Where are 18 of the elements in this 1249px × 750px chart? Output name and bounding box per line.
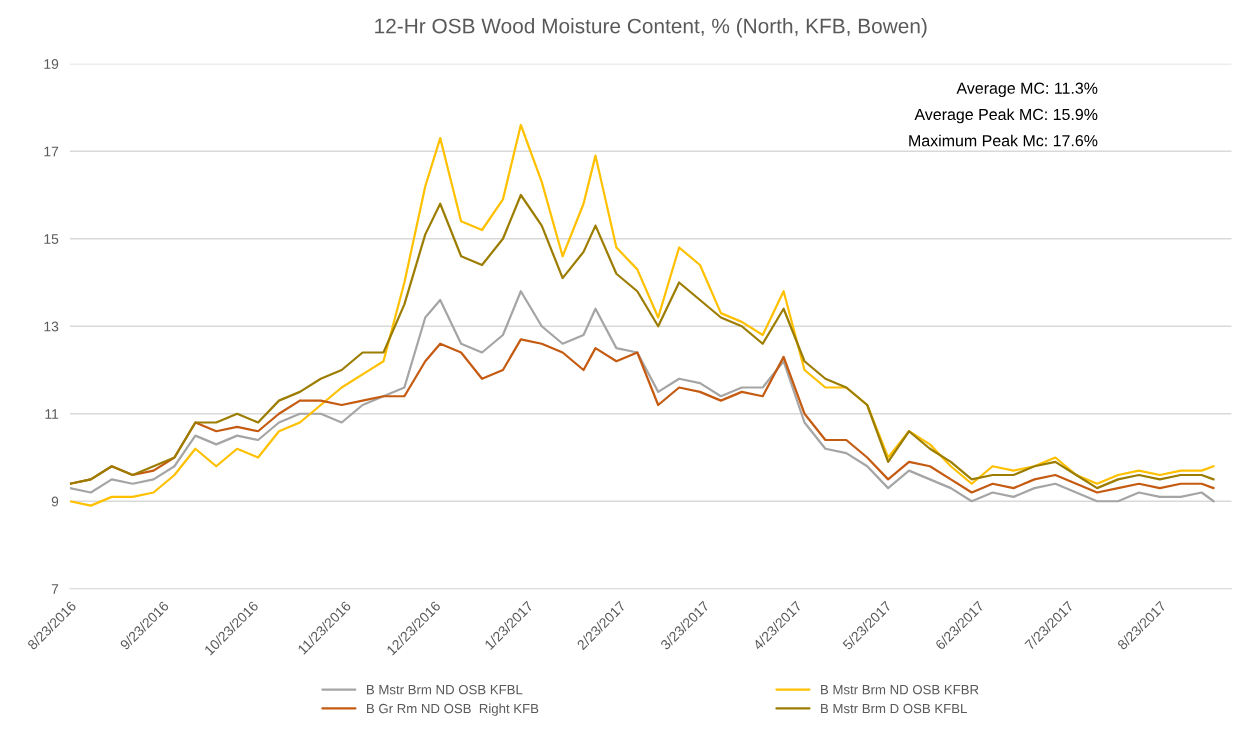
y-tick-label: 19 — [44, 59, 59, 69]
legend-label: B Gr Rm ND OSB Right KFB — [367, 703, 539, 716]
line-series — [69, 193, 1215, 490]
y-tick-label: 17 — [44, 146, 59, 157]
annotation: Average MC: 11.3% — [956, 82, 1098, 98]
y-tick-label: 15 — [44, 234, 59, 244]
y-tick-label: 7 — [51, 584, 59, 594]
chart-title: 12-Hr OSB Wood Moisture Content, % (North, KFB, Bowen) — [375, 18, 927, 38]
line-series — [69, 290, 1215, 503]
annotation: Average Peak MC: 15.9% — [914, 108, 1098, 124]
y-tick-label: 11 — [45, 409, 59, 419]
legend-label: B Mstr Brm D OSB KFBL — [821, 703, 967, 714]
legend-label: B Mstr Brm ND OSB KFBL — [367, 684, 523, 695]
line-series — [69, 123, 1215, 507]
y-tick-label: 13 — [44, 321, 59, 332]
annotation: Maximum Peak Mc: 17.6% — [909, 134, 1098, 147]
legend-label: B Mstr Brm ND OSB KFBR — [821, 684, 979, 695]
y-tick-label: 9 — [51, 496, 59, 507]
